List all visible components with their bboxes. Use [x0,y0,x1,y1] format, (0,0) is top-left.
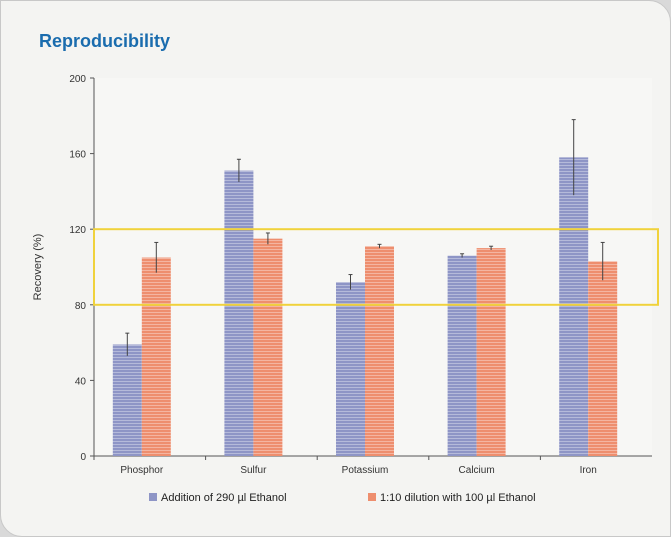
y-tick-label: 120 [69,225,86,236]
legend-swatch [368,493,376,501]
x-tick-label: Calcium [459,465,495,476]
bar [253,238,283,456]
bar [141,257,171,456]
chart-title: Reproducibility [39,31,171,51]
y-tick-label: 200 [69,74,86,85]
legend-swatch [149,493,157,501]
bar [588,261,618,456]
bar [365,246,394,456]
legend-label: 1:10 dilution with 100 µl Ethanol [380,492,536,504]
x-tick-label: Iron [580,465,597,476]
bar [112,344,142,456]
x-tick-label: Phosphor [120,465,163,476]
y-tick-label: 80 [75,301,87,312]
legend-label: Addition of 290 µl Ethanol [161,492,287,504]
acceptance-band [93,228,659,306]
y-tick-label: 160 [69,150,86,161]
bar [559,157,589,456]
x-tick-label: Sulfur [240,465,267,476]
bar [224,170,254,457]
bar [476,248,506,456]
bar [336,282,365,456]
x-tick-label: Potassium [342,465,389,476]
y-tick-label: 0 [80,452,86,463]
y-tick-label: 40 [75,376,87,387]
y-axis-title: Recovery (%) [32,234,44,301]
bar [447,255,477,456]
